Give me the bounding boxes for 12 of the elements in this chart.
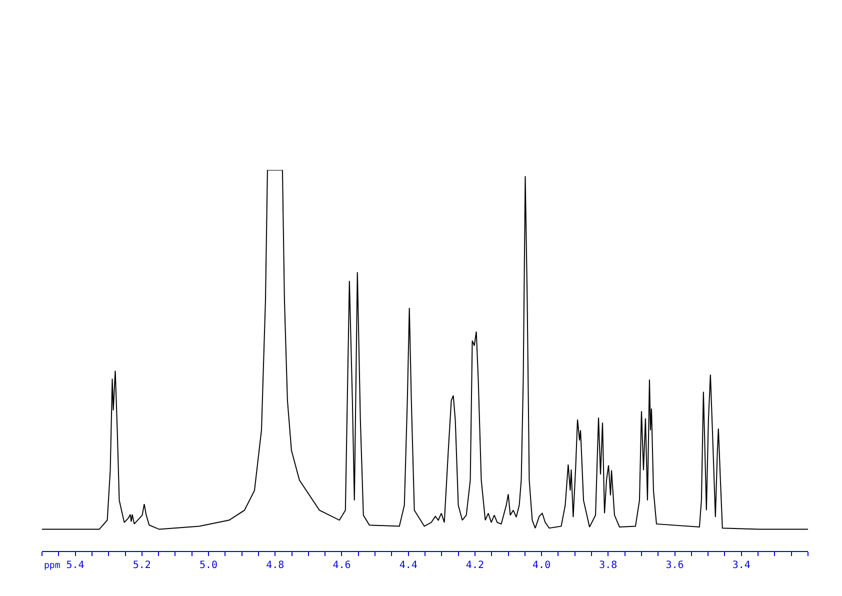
x-tick-label: 4.8 bbox=[266, 560, 284, 571]
x-tick-label: 4.0 bbox=[532, 560, 551, 571]
x-tick-label: 4.4 bbox=[399, 560, 418, 571]
x-tick-label: 3.4 bbox=[732, 560, 750, 571]
x-tick-label: 5.2 bbox=[132, 560, 151, 571]
x-tick-label: 5.4 bbox=[66, 560, 84, 571]
x-axis-title: ppm bbox=[44, 561, 60, 571]
x-tick-label: 3.6 bbox=[666, 560, 684, 571]
x-tick-label: 3.8 bbox=[599, 560, 618, 571]
x-tick-label: 4.2 bbox=[466, 560, 484, 571]
x-tick-label: 5.0 bbox=[199, 560, 218, 571]
x-tick-label: 4.6 bbox=[332, 560, 351, 571]
